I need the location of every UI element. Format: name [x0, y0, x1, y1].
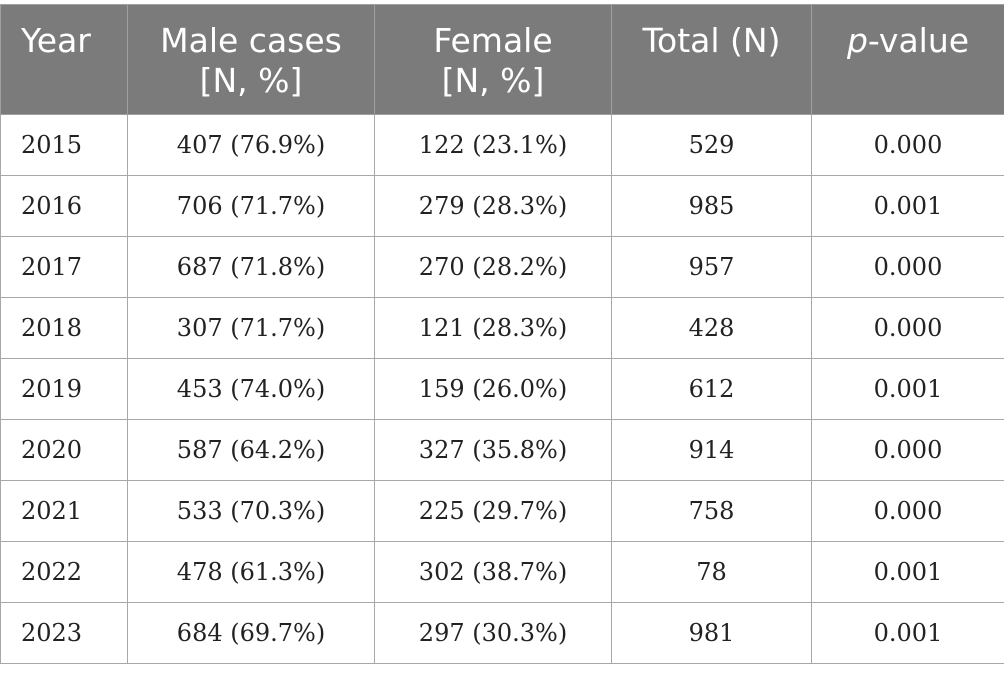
cell-year: 2016 — [0, 175, 128, 237]
header-female-line2: [N, %] — [441, 61, 545, 100]
table-row: 2017 687 (71.8%) 270 (28.2%) 957 0.000 — [0, 236, 1004, 298]
cell-male: 687 (71.8%) — [127, 236, 375, 298]
cell-p-value: 0.001 — [811, 541, 1004, 603]
header-year: Year — [0, 4, 128, 115]
cell-female: 121 (28.3%) — [374, 297, 612, 359]
cell-year: 2019 — [0, 358, 128, 420]
cell-female: 122 (23.1%) — [374, 114, 612, 176]
cell-p-value: 0.000 — [811, 297, 1004, 359]
cell-male: 453 (74.0%) — [127, 358, 375, 420]
header-male-line2: [N, %] — [199, 61, 303, 100]
cell-total: 758 — [611, 480, 812, 542]
cell-male: 533 (70.3%) — [127, 480, 375, 542]
table-row: 2016 706 (71.7%) 279 (28.3%) 985 0.001 — [0, 175, 1004, 237]
cell-total: 957 — [611, 236, 812, 298]
cell-year: 2022 — [0, 541, 128, 603]
cell-male: 684 (69.7%) — [127, 602, 375, 664]
cell-female: 159 (26.0%) — [374, 358, 612, 420]
cell-year: 2015 — [0, 114, 128, 176]
cell-p-value: 0.000 — [811, 480, 1004, 542]
table-row: 2023 684 (69.7%) 297 (30.3%) 981 0.001 — [0, 602, 1004, 664]
cell-p-value: 0.001 — [811, 175, 1004, 237]
header-p-suffix: -value — [867, 21, 970, 60]
cell-year: 2020 — [0, 419, 128, 481]
table-row: 2018 307 (71.7%) 121 (28.3%) 428 0.000 — [0, 297, 1004, 359]
cell-total: 78 — [611, 541, 812, 603]
header-male-cases: Male cases [N, %] — [127, 4, 375, 115]
cell-total: 981 — [611, 602, 812, 664]
cell-total: 914 — [611, 419, 812, 481]
cell-female: 225 (29.7%) — [374, 480, 612, 542]
cell-year: 2021 — [0, 480, 128, 542]
cell-male: 478 (61.3%) — [127, 541, 375, 603]
table-header: Year Male cases [N, %] Female [N, %] Tot… — [0, 4, 1004, 115]
cell-year: 2017 — [0, 236, 128, 298]
header-row: Year Male cases [N, %] Female [N, %] Tot… — [0, 4, 1004, 115]
header-male-line1: Male cases — [160, 21, 342, 60]
cell-total: 428 — [611, 297, 812, 359]
cell-female: 327 (35.8%) — [374, 419, 612, 481]
cell-p-value: 0.000 — [811, 114, 1004, 176]
table-body: 2015 407 (76.9%) 122 (23.1%) 529 0.000 2016 70… — [0, 114, 1004, 664]
header-female: Female [N, %] — [374, 4, 612, 115]
table-row: 2021 533 (70.3%) 225 (29.7%) 758 0.000 — [0, 480, 1004, 542]
table-row: 2015 407 (76.9%) 122 (23.1%) 529 0.000 — [0, 114, 1004, 176]
header-p-letter: p — [846, 21, 868, 60]
cases-by-sex-table: Year Male cases [N, %] Female [N, %] Tot… — [0, 4, 1004, 664]
cell-male: 706 (71.7%) — [127, 175, 375, 237]
header-female-line1: Female — [433, 21, 553, 60]
cell-p-value: 0.000 — [811, 419, 1004, 481]
cell-female: 302 (38.7%) — [374, 541, 612, 603]
cell-p-value: 0.001 — [811, 602, 1004, 664]
cell-female: 279 (28.3%) — [374, 175, 612, 237]
header-total: Total (N) — [611, 4, 812, 115]
cell-total: 985 — [611, 175, 812, 237]
cell-female: 270 (28.2%) — [374, 236, 612, 298]
cell-p-value: 0.001 — [811, 358, 1004, 420]
cell-male: 407 (76.9%) — [127, 114, 375, 176]
cell-year: 2023 — [0, 602, 128, 664]
cell-total: 612 — [611, 358, 812, 420]
header-p-value: p-value — [811, 4, 1004, 115]
cell-male: 587 (64.2%) — [127, 419, 375, 481]
table-row: 2020 587 (64.2%) 327 (35.8%) 914 0.000 — [0, 419, 1004, 481]
table-row: 2019 453 (74.0%) 159 (26.0%) 612 0.001 — [0, 358, 1004, 420]
cell-total: 529 — [611, 114, 812, 176]
cell-female: 297 (30.3%) — [374, 602, 612, 664]
cell-male: 307 (71.7%) — [127, 297, 375, 359]
table-row: 2022 478 (61.3%) 302 (38.7%) 78 0.001 — [0, 541, 1004, 603]
cell-year: 2018 — [0, 297, 128, 359]
cell-p-value: 0.000 — [811, 236, 1004, 298]
